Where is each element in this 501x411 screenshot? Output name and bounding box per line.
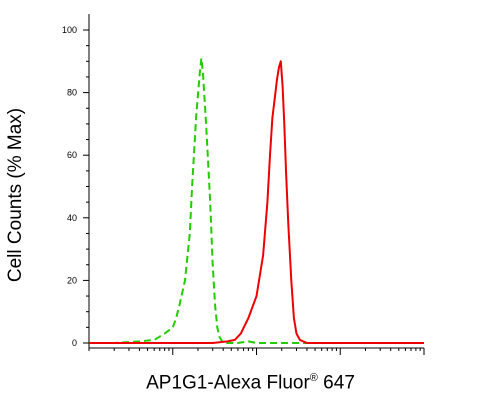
x-axis-title-reg: ® xyxy=(309,372,318,384)
y-tick-label: 40 xyxy=(67,213,77,223)
series-line-solid xyxy=(89,60,424,344)
x-ticks xyxy=(88,348,425,355)
y-tick-label: 80 xyxy=(67,88,77,98)
y-tick-label: 0 xyxy=(72,338,77,348)
x-axis-title-tail: 647 xyxy=(317,372,355,394)
y-tick-label: 100 xyxy=(62,25,77,35)
y-ticks: 0 20 40 60 80 100 xyxy=(62,25,89,348)
y-tick-label: 60 xyxy=(67,150,77,160)
series-layer xyxy=(89,57,424,344)
x-axis-title: AP1G1-Alexa Fluor® 647 xyxy=(0,372,501,394)
y-axis-title-text: Cell Counts (% Max) xyxy=(5,107,26,283)
series-line-dashed xyxy=(89,57,424,344)
x-axis-title-main: AP1G1-Alexa Fluor xyxy=(146,372,310,394)
y-tick-label: 20 xyxy=(67,275,77,285)
